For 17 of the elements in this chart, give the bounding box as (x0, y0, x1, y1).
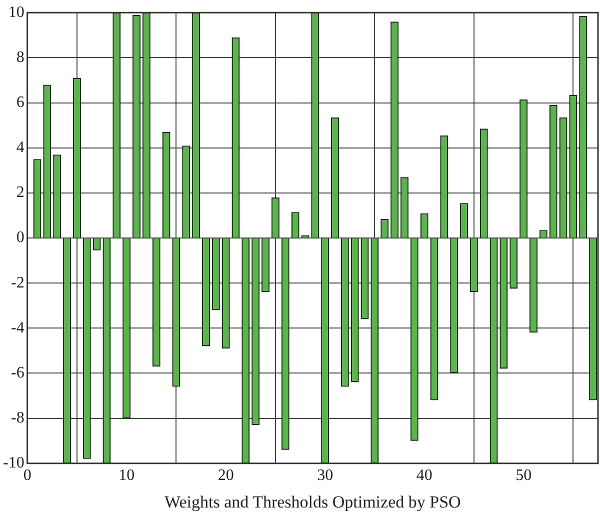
x-tick-label: 10 (118, 467, 135, 484)
x-axis-title: Weights and Thresholds Optimized by PSO (164, 492, 461, 512)
y-tick-label: -10 (3, 454, 24, 472)
y-tick-label: -2 (11, 274, 24, 292)
y-tick-label: -4 (11, 319, 24, 336)
y-tick-label: 0 (16, 229, 24, 246)
y-tick-label: 4 (16, 139, 24, 156)
y-tick-label: 6 (16, 94, 24, 111)
x-tick-label: 40 (416, 467, 432, 484)
x-tick-label: 50 (516, 467, 532, 484)
y-tick-label: -6 (11, 364, 24, 382)
y-tick-label: 2 (16, 184, 24, 202)
x-tick-label: 20 (218, 467, 234, 484)
x-tick-label: 30 (317, 467, 334, 484)
y-tick-label: 10 (8, 4, 24, 21)
y-tick-label: -8 (11, 410, 24, 427)
y-tick-label: 8 (16, 48, 24, 66)
